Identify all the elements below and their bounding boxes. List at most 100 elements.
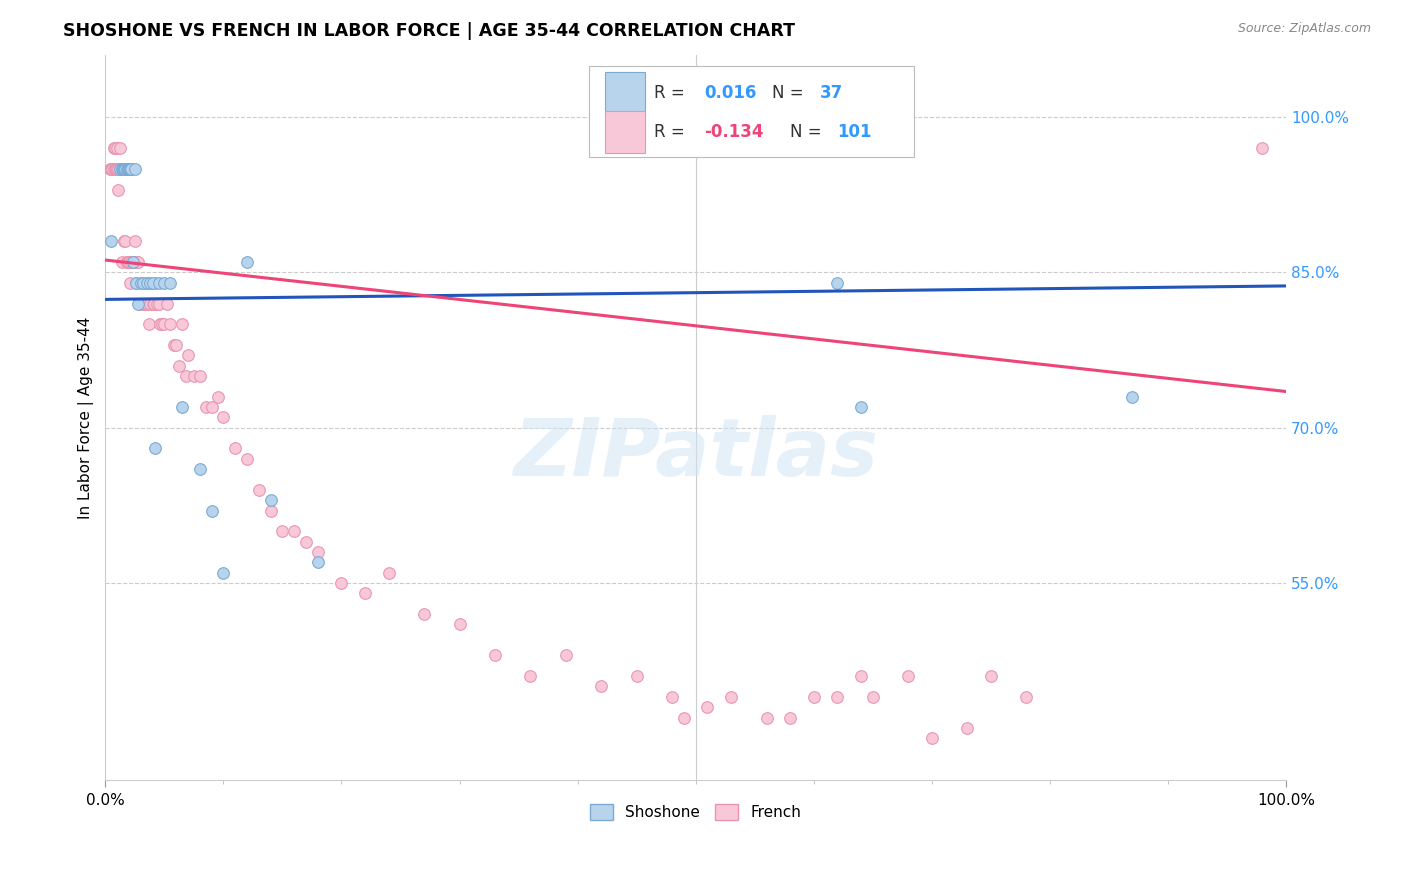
Point — [212, 410, 235, 425]
Text: Source: ZipAtlas.com: Source: ZipAtlas.com — [1237, 22, 1371, 36]
Point — [163, 338, 186, 352]
Point — [142, 296, 165, 310]
Point — [484, 648, 506, 663]
Point — [150, 317, 173, 331]
Point — [120, 161, 142, 176]
Point — [591, 680, 613, 694]
Point — [626, 669, 648, 683]
Text: N =: N = — [790, 123, 827, 141]
Point — [330, 576, 353, 591]
Point — [125, 276, 148, 290]
Point — [862, 690, 884, 704]
Point — [201, 400, 224, 414]
Text: N =: N = — [772, 84, 810, 102]
Point — [131, 296, 153, 310]
Point — [188, 462, 211, 476]
Point — [107, 161, 129, 176]
Point — [980, 669, 1002, 683]
Point — [118, 161, 141, 176]
Point — [120, 276, 142, 290]
Point — [135, 276, 157, 290]
Point — [849, 669, 872, 683]
Point — [122, 255, 145, 269]
Point — [139, 296, 162, 310]
Point — [120, 161, 142, 176]
Point — [236, 255, 259, 269]
Point — [307, 545, 329, 559]
Point — [135, 276, 157, 290]
FancyBboxPatch shape — [589, 66, 914, 157]
Point — [1015, 690, 1038, 704]
Point — [194, 400, 217, 414]
Point — [138, 317, 160, 331]
Text: SHOSHONE VS FRENCH IN LABOR FORCE | AGE 35-44 CORRELATION CHART: SHOSHONE VS FRENCH IN LABOR FORCE | AGE … — [63, 22, 796, 40]
Point — [127, 255, 149, 269]
Text: R =: R = — [654, 84, 690, 102]
Point — [112, 161, 135, 176]
Point — [112, 161, 135, 176]
Point — [413, 607, 436, 621]
Point — [159, 317, 181, 331]
Point — [803, 690, 825, 704]
Point — [108, 161, 131, 176]
Point — [110, 161, 132, 176]
Point — [153, 276, 176, 290]
Y-axis label: In Labor Force | Age 35-44: In Labor Force | Age 35-44 — [79, 316, 94, 518]
Point — [956, 721, 979, 735]
Point — [283, 524, 305, 539]
Point — [177, 348, 200, 362]
Point — [112, 235, 135, 249]
Point — [112, 161, 135, 176]
Point — [172, 317, 194, 331]
Point — [661, 690, 683, 704]
Point — [108, 161, 131, 176]
Point — [105, 161, 128, 176]
Point — [554, 648, 576, 663]
Point — [696, 700, 718, 714]
Point — [128, 296, 150, 310]
Point — [188, 368, 211, 383]
Point — [103, 161, 125, 176]
Point — [307, 555, 329, 569]
FancyBboxPatch shape — [605, 111, 645, 153]
Point — [112, 161, 135, 176]
Point — [134, 296, 156, 310]
Point — [207, 390, 229, 404]
Point — [105, 161, 128, 176]
Point — [247, 483, 270, 497]
Point — [153, 317, 176, 331]
Point — [105, 141, 128, 155]
Point — [101, 161, 124, 176]
Point — [118, 255, 141, 269]
Point — [148, 296, 170, 310]
Point — [183, 368, 205, 383]
Point — [105, 161, 128, 176]
Point — [672, 710, 695, 724]
Point — [104, 141, 127, 155]
Point — [149, 317, 172, 331]
Point — [115, 255, 138, 269]
Text: 101: 101 — [838, 123, 872, 141]
Point — [115, 161, 138, 176]
Point — [127, 255, 149, 269]
Text: -0.134: -0.134 — [704, 123, 763, 141]
Point — [449, 617, 471, 632]
Point — [519, 669, 541, 683]
Point — [165, 338, 187, 352]
Point — [127, 296, 149, 310]
Point — [111, 161, 134, 176]
Point — [354, 586, 377, 600]
Text: R =: R = — [654, 123, 690, 141]
Point — [117, 161, 139, 176]
Point — [108, 141, 131, 155]
Point — [1121, 390, 1143, 404]
Text: ZIPatlas: ZIPatlas — [513, 415, 879, 492]
Point — [114, 235, 136, 249]
Point — [720, 690, 742, 704]
Point — [827, 276, 849, 290]
Point — [143, 276, 166, 290]
Point — [156, 296, 179, 310]
Point — [1251, 141, 1274, 155]
Point — [377, 566, 399, 580]
Point — [174, 368, 197, 383]
